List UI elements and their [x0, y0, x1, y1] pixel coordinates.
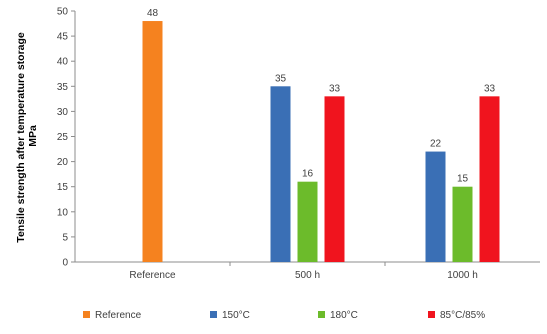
data-label: 35	[275, 73, 287, 84]
legend-swatch	[428, 311, 435, 318]
bar	[324, 96, 345, 262]
bar	[142, 21, 163, 262]
y-tick-label: 15	[57, 182, 69, 193]
y-tick-label: 5	[62, 232, 68, 243]
legend: Reference 150°C 180°C 85°C/85%	[83, 310, 485, 321]
legend-label: 150°C	[222, 310, 250, 321]
x-tick-label: 1000 h	[447, 270, 478, 281]
legend-label: 85°C/85%	[440, 310, 485, 321]
bar	[297, 181, 318, 262]
y-tick-label: 20	[57, 157, 69, 168]
y-tick-label: 50	[57, 7, 69, 18]
y-tick-label: 45	[57, 32, 69, 43]
legend-swatch	[83, 311, 90, 318]
data-label: 22	[430, 139, 442, 150]
y-tick-label: 40	[57, 57, 69, 68]
bar	[479, 96, 500, 262]
y-tick-label: 35	[57, 82, 69, 93]
x-tick-label: Reference	[129, 270, 176, 281]
y-axis-label: Tensile strength after temperature stora…	[15, 29, 39, 242]
legend-label: Reference	[95, 310, 142, 321]
data-label: 33	[329, 83, 341, 94]
data-label: 15	[457, 174, 469, 185]
y-tick-label: 25	[57, 132, 69, 143]
data-label: 33	[484, 83, 496, 94]
x-tick-label: 500 h	[295, 270, 320, 281]
legend-swatch	[210, 311, 217, 318]
y-tick-label: 10	[57, 207, 69, 218]
bar	[270, 86, 291, 262]
y-tick-label: 30	[57, 107, 69, 118]
data-labels-group: 48 35 16 33 22 15 33	[147, 8, 496, 185]
data-label: 48	[147, 8, 159, 19]
y-axis-label-line2: MPa	[27, 125, 39, 147]
bar	[425, 151, 446, 262]
bars-group	[142, 21, 500, 262]
data-label: 16	[302, 169, 314, 180]
legend-swatch	[318, 311, 325, 318]
y-tick-label: 0	[62, 258, 68, 269]
legend-label: 180°C	[330, 310, 358, 321]
y-axis-label-line1: Tensile strength after temperature stora…	[15, 32, 27, 243]
bar	[452, 186, 473, 262]
